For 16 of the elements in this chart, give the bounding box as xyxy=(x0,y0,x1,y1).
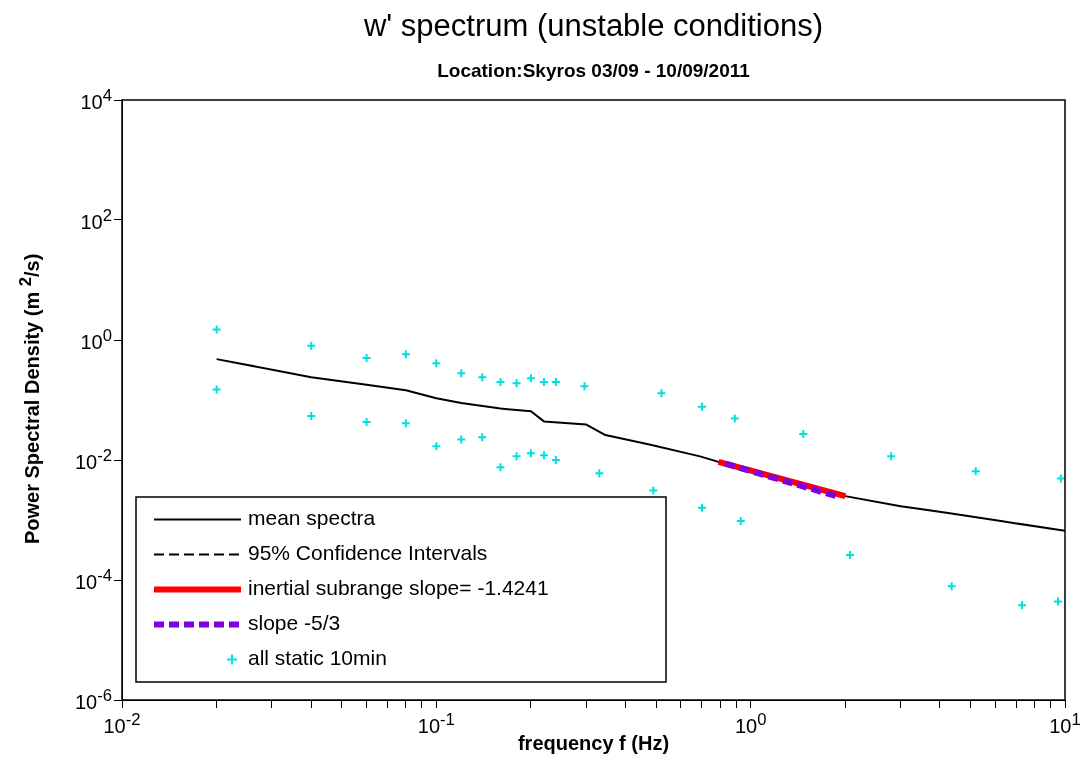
legend-label: slope -5/3 xyxy=(248,611,341,635)
chart-title: w' spectrum (unstable conditions) xyxy=(362,8,825,44)
x-tick-label: 10$^{-1}$ xyxy=(416,710,456,738)
legend-label: mean spectra xyxy=(248,506,376,530)
chart-subtitle: Location:Skyros 03/09 - 10/09/2011 xyxy=(436,60,751,82)
x-tick-label: 10$^{1}$ xyxy=(1048,710,1082,738)
legend-label: all static 10min xyxy=(248,646,387,670)
y-tick-label: 10$^{-4}$ xyxy=(73,566,112,594)
legend-label: 95% Confidence Intervals xyxy=(248,541,488,565)
y-tick-label: 10$^{2}$ xyxy=(79,206,112,234)
y-tick-label: 10$^{0}$ xyxy=(80,326,112,353)
x-axis-title: frequency f (Hz) xyxy=(517,732,670,754)
x-tick-label: 10$^{0}$ xyxy=(733,710,768,738)
y-tick-label: 10$^{-2}$ xyxy=(74,446,112,473)
legend-label: inertial subrange slope= -1.4241 xyxy=(248,576,549,600)
y-tick-label: 10$^{4}$ xyxy=(79,86,112,114)
